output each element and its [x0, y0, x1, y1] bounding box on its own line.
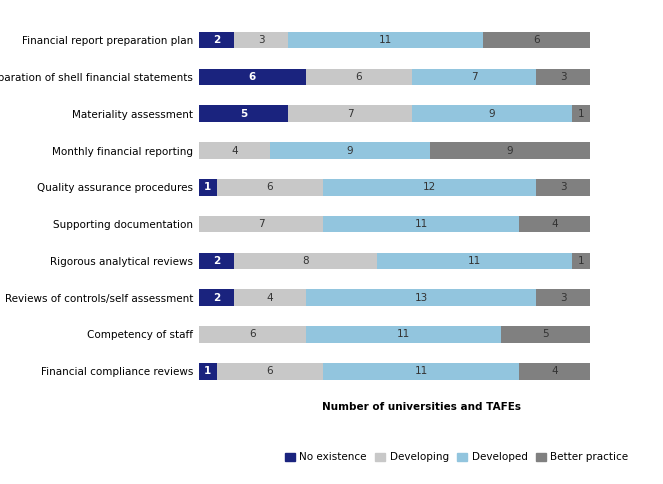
Text: 6: 6: [267, 182, 273, 192]
Text: 2: 2: [213, 293, 220, 302]
Bar: [235, 32, 288, 48]
Text: 3: 3: [560, 72, 566, 82]
Text: 6: 6: [249, 72, 256, 82]
Text: 11: 11: [379, 35, 392, 45]
Bar: [412, 106, 572, 122]
Bar: [199, 69, 306, 85]
Bar: [324, 363, 518, 379]
Text: 5: 5: [542, 330, 549, 339]
Bar: [306, 289, 536, 306]
Text: 9: 9: [347, 146, 353, 155]
Bar: [518, 363, 590, 379]
Bar: [199, 216, 324, 232]
Text: 4: 4: [551, 366, 558, 376]
Bar: [483, 32, 590, 48]
Bar: [377, 253, 572, 269]
Text: 2: 2: [213, 256, 220, 266]
Bar: [235, 253, 377, 269]
Bar: [270, 142, 430, 159]
Bar: [288, 106, 412, 122]
Text: 5: 5: [240, 109, 247, 119]
Text: 1: 1: [577, 109, 584, 119]
Text: 4: 4: [267, 293, 273, 302]
Text: 6: 6: [249, 330, 255, 339]
Bar: [199, 289, 235, 306]
Text: 3: 3: [560, 182, 566, 192]
Bar: [324, 179, 536, 196]
Text: 6: 6: [533, 35, 540, 45]
Text: 7: 7: [347, 109, 353, 119]
Text: 7: 7: [258, 219, 265, 229]
Bar: [199, 106, 288, 122]
Text: 1: 1: [577, 256, 584, 266]
Bar: [536, 289, 590, 306]
Text: 11: 11: [396, 330, 410, 339]
Bar: [501, 326, 590, 343]
Text: 3: 3: [560, 293, 566, 302]
Bar: [536, 69, 590, 85]
Bar: [572, 106, 590, 122]
Bar: [199, 326, 306, 343]
Text: 1: 1: [204, 182, 211, 192]
Text: 12: 12: [423, 182, 436, 192]
Text: 1: 1: [204, 366, 211, 376]
Text: 11: 11: [414, 366, 428, 376]
Legend: No existence, Developing, Developed, Better practice: No existence, Developing, Developed, Bet…: [280, 448, 633, 466]
Text: 11: 11: [414, 219, 428, 229]
Bar: [306, 326, 501, 343]
Text: 2: 2: [213, 35, 220, 45]
Bar: [235, 289, 306, 306]
Bar: [199, 32, 235, 48]
Bar: [199, 253, 235, 269]
Text: 11: 11: [467, 256, 481, 266]
Bar: [306, 69, 412, 85]
Text: 4: 4: [551, 219, 558, 229]
Bar: [430, 142, 590, 159]
Bar: [412, 69, 536, 85]
Text: 13: 13: [414, 293, 428, 302]
Text: 6: 6: [355, 72, 362, 82]
Text: 4: 4: [231, 146, 238, 155]
Text: 8: 8: [302, 256, 309, 266]
Bar: [288, 32, 483, 48]
Text: 6: 6: [267, 366, 273, 376]
Bar: [199, 179, 217, 196]
Bar: [217, 363, 324, 379]
Bar: [572, 253, 590, 269]
Bar: [536, 179, 590, 196]
Text: 7: 7: [471, 72, 477, 82]
Bar: [199, 363, 217, 379]
Bar: [217, 179, 324, 196]
Text: 9: 9: [507, 146, 513, 155]
Text: 3: 3: [258, 35, 265, 45]
X-axis label: Number of universities and TAFEs: Number of universities and TAFEs: [322, 402, 520, 412]
Text: 9: 9: [489, 109, 495, 119]
Bar: [518, 216, 590, 232]
Bar: [324, 216, 518, 232]
Bar: [199, 142, 270, 159]
